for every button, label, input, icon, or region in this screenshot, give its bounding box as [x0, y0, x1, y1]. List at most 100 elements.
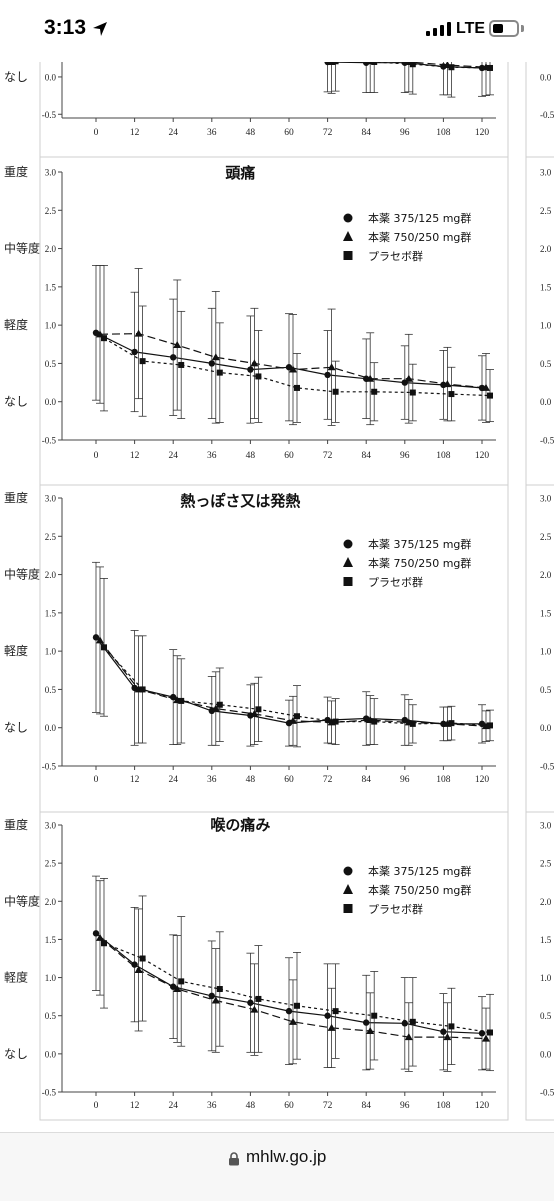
x-tick-label: 72	[323, 1101, 333, 1111]
x-tick-label: 120	[475, 775, 490, 785]
data-point	[139, 955, 146, 962]
adjacent-y-tick-label: -0.5	[540, 436, 554, 446]
x-tick-label: 0	[94, 775, 99, 785]
data-point	[363, 1019, 370, 1026]
legend-marker	[343, 904, 353, 913]
x-tick-label: 84	[361, 128, 371, 138]
data-point	[401, 1020, 408, 1027]
panel-frame	[39, 156, 509, 526]
chart-panel-3: -0.5 -0.5 0.0 0.0 0.5 0.5 1.0 1.0 1.5 1.5 2.0 2.0 2.…	[4, 811, 554, 1121]
y-tick-label: 2.0	[45, 244, 57, 254]
x-tick-label: 72	[323, 775, 333, 785]
adjacent-y-tick-label: 2.5	[540, 859, 552, 869]
x-tick-label: 84	[361, 775, 371, 785]
adjacent-panel-edge	[525, 484, 554, 844]
data-point	[404, 374, 413, 382]
data-point	[371, 388, 378, 395]
y-tick-label: 1.0	[45, 321, 57, 331]
severity-label-severe: 重度	[4, 490, 28, 505]
x-tick-label: 120	[475, 128, 490, 138]
y-tick-label: 0.5	[45, 359, 57, 369]
legend-marker	[343, 866, 353, 876]
data-point	[294, 384, 300, 391]
x-tick-label: 108	[436, 451, 451, 461]
y-tick-label: 1.0	[45, 973, 57, 983]
data-point	[294, 713, 300, 720]
y-tick-label: 0.5	[45, 1011, 57, 1021]
data-point	[134, 329, 143, 337]
series-line-2	[103, 337, 491, 397]
data-point	[255, 373, 262, 380]
data-point	[211, 353, 220, 361]
legend-label: 本薬 375/125 mg群	[368, 864, 471, 878]
adjacent-y-tick-label: 2.5	[540, 206, 552, 216]
data-point	[131, 684, 138, 692]
data-point	[101, 335, 107, 342]
data-point	[366, 1026, 375, 1034]
x-tick-label: 48	[246, 775, 256, 785]
chart-area: -0.5 -0.5 0.0 0.0 なし 0 12 24 36 48 60 72 84 96 108 120 -…	[0, 62, 554, 1132]
data-point	[216, 701, 223, 708]
adjacent-y-tick-label: 1.5	[540, 935, 552, 945]
x-tick-label: 0	[94, 1101, 99, 1111]
data-point	[134, 965, 143, 973]
legend-marker	[343, 539, 353, 549]
severity-label-none: なし	[4, 395, 28, 409]
x-tick-label: 48	[246, 1101, 256, 1111]
x-tick-label: 96	[400, 1101, 410, 1111]
x-tick-label: 108	[436, 128, 451, 138]
data-point	[173, 985, 182, 993]
x-tick-label: 12	[130, 1101, 140, 1111]
data-point	[404, 1033, 413, 1041]
data-point	[487, 64, 493, 71]
data-point	[92, 930, 100, 937]
data-point	[371, 1012, 378, 1019]
adjacent-y-tick-label: 2.0	[540, 244, 552, 254]
adjacent-y-tick-label: 2.0	[540, 897, 552, 907]
y-tick-label: 1.0	[45, 647, 57, 657]
data-point	[216, 369, 223, 376]
adjacent-y-tick-label: 1.0	[540, 973, 552, 983]
y-tick-label: 0.0	[45, 1049, 57, 1059]
data-point	[482, 383, 490, 391]
data-point	[448, 1023, 455, 1030]
legend-label: 本薬 750/250 mg群	[368, 883, 471, 897]
adjacent-y-tick-label: 0.5	[540, 359, 552, 369]
y-tick-label: 3.0	[45, 168, 57, 178]
series-group	[92, 875, 494, 1072]
data-point	[294, 1002, 300, 1009]
battery-icon	[489, 20, 519, 37]
legend-marker	[343, 577, 353, 586]
severity-label-mild: 軽度	[4, 643, 28, 658]
adjacent-y-tick-label: 2.5	[540, 532, 552, 542]
x-tick-label: 60	[284, 128, 294, 138]
adjacent-y-tick-label: -0.5	[540, 110, 554, 120]
data-point	[409, 62, 416, 68]
data-point	[327, 1023, 336, 1031]
y-tick-label: 2.0	[45, 570, 57, 580]
network-label: LTE	[456, 20, 486, 37]
data-point	[173, 341, 182, 349]
data-point	[131, 961, 138, 968]
x-tick-label: 36	[207, 451, 217, 461]
severity-label-moderate: 中等度	[4, 241, 40, 256]
x-tick-label: 60	[284, 1101, 294, 1111]
adjacent-y-tick-label: -0.5	[540, 1088, 554, 1098]
severity-label-severe: 重度	[4, 817, 28, 832]
y-tick-label: 1.5	[45, 282, 57, 292]
adjacent-y-tick-label: 1.5	[540, 608, 552, 618]
adjacent-y-tick-label: 1.0	[540, 647, 552, 657]
x-tick-label: 96	[400, 775, 410, 785]
x-tick-label: 72	[323, 128, 333, 138]
y-tick-label: 2.5	[45, 206, 57, 216]
data-point	[96, 636, 104, 644]
adjacent-y-tick-label: 0.0	[540, 1049, 552, 1059]
x-tick-label: 24	[168, 451, 178, 461]
data-point	[250, 1005, 259, 1013]
browser-url-bar[interactable]: mhlw.go.jp	[0, 1132, 554, 1201]
x-tick-label: 36	[207, 1101, 217, 1111]
data-point	[178, 697, 185, 704]
series-group	[92, 561, 494, 748]
data-point	[448, 720, 455, 727]
y-tick-label: 3.0	[45, 821, 57, 831]
